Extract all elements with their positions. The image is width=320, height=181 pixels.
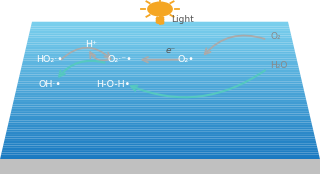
Polygon shape xyxy=(13,102,307,104)
Polygon shape xyxy=(21,68,299,70)
Polygon shape xyxy=(17,86,303,88)
Polygon shape xyxy=(4,141,316,143)
Polygon shape xyxy=(28,35,292,38)
Polygon shape xyxy=(9,118,311,120)
Polygon shape xyxy=(13,100,307,102)
Polygon shape xyxy=(1,152,319,155)
Polygon shape xyxy=(12,104,308,107)
Polygon shape xyxy=(10,116,310,118)
Text: O₂•: O₂• xyxy=(177,55,194,64)
Polygon shape xyxy=(26,47,294,49)
Polygon shape xyxy=(2,150,318,152)
Polygon shape xyxy=(29,31,291,33)
Polygon shape xyxy=(28,38,292,40)
Polygon shape xyxy=(5,134,315,136)
Polygon shape xyxy=(16,88,304,90)
Polygon shape xyxy=(30,29,290,31)
Text: HO₂·•: HO₂·• xyxy=(36,55,63,64)
Polygon shape xyxy=(27,40,293,42)
Polygon shape xyxy=(30,26,290,29)
Polygon shape xyxy=(14,95,306,97)
Polygon shape xyxy=(20,72,300,74)
Text: H⁺: H⁺ xyxy=(85,40,97,49)
Polygon shape xyxy=(19,77,301,79)
Polygon shape xyxy=(15,90,305,93)
Polygon shape xyxy=(4,139,316,141)
Text: O₂·⁻•: O₂·⁻• xyxy=(108,55,132,64)
Polygon shape xyxy=(1,155,319,157)
Text: Light: Light xyxy=(171,15,194,24)
Polygon shape xyxy=(7,127,313,129)
Circle shape xyxy=(148,2,172,16)
Text: OH·•: OH·• xyxy=(38,80,61,89)
Polygon shape xyxy=(3,146,317,148)
Polygon shape xyxy=(0,157,320,159)
Polygon shape xyxy=(19,74,301,77)
Polygon shape xyxy=(18,81,302,84)
Polygon shape xyxy=(8,123,312,125)
Text: H-O-H•: H-O-H• xyxy=(97,80,131,89)
Polygon shape xyxy=(23,56,297,58)
Polygon shape xyxy=(22,63,298,65)
Polygon shape xyxy=(24,54,296,56)
Polygon shape xyxy=(7,125,313,127)
Polygon shape xyxy=(11,109,309,111)
Text: H₂O: H₂O xyxy=(270,61,288,70)
Polygon shape xyxy=(27,42,293,45)
Polygon shape xyxy=(6,132,314,134)
Polygon shape xyxy=(23,58,297,61)
Polygon shape xyxy=(18,79,302,81)
Polygon shape xyxy=(17,84,303,86)
Polygon shape xyxy=(12,107,308,109)
Polygon shape xyxy=(26,45,294,47)
Polygon shape xyxy=(14,97,306,100)
Text: e⁻: e⁻ xyxy=(166,46,176,55)
Polygon shape xyxy=(3,143,317,146)
Polygon shape xyxy=(29,33,291,35)
Polygon shape xyxy=(25,52,295,54)
Polygon shape xyxy=(31,24,289,26)
Polygon shape xyxy=(25,49,295,52)
Polygon shape xyxy=(11,111,309,113)
Polygon shape xyxy=(10,113,310,116)
Polygon shape xyxy=(0,159,320,174)
Polygon shape xyxy=(31,22,289,24)
Polygon shape xyxy=(5,136,315,139)
Polygon shape xyxy=(21,65,299,68)
Polygon shape xyxy=(9,120,311,123)
Polygon shape xyxy=(22,61,298,63)
Polygon shape xyxy=(15,93,305,95)
Polygon shape xyxy=(20,70,300,72)
Polygon shape xyxy=(6,129,314,132)
Text: O₂: O₂ xyxy=(270,32,281,41)
Polygon shape xyxy=(2,148,318,150)
